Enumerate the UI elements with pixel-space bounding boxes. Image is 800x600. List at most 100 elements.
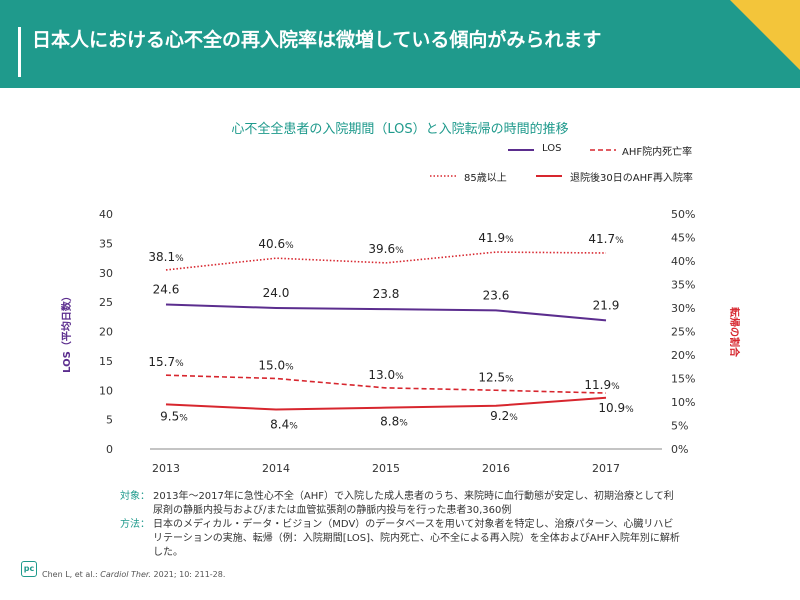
legend-readmission-label: 退院後30日のAHF再入院率 [570,173,693,184]
citation-rest: 2021; 10: 211-28. [150,570,226,579]
data-label: 15.7% [148,355,184,369]
y-left-tick-label: 30 [99,267,113,280]
data-label: 21.9 [593,298,620,312]
legend-mortality-label: AHF院内死亡率 [622,147,693,158]
x-tick-label: 2017 [592,462,620,475]
data-label: 15.0% [258,359,294,373]
data-label: 23.8 [373,287,400,301]
data-label-value: 11.9 [584,378,611,392]
data-label: 39.6% [368,242,404,256]
target-label: 対象： [120,491,150,502]
data-label-unit: % [289,422,298,432]
y-right-tick-label: 50% [671,208,695,221]
x-tick-label: 2016 [482,462,510,475]
data-label: 38.1% [148,250,184,264]
y-right-tick-label: 35% [671,279,695,292]
y-left-tick-label: 25 [99,296,113,309]
title-accent-bar [18,27,21,77]
chart-title: 心不全全患者の入院期間（LOS）と入院転帰の時間的推移 [231,122,569,137]
data-label-unit: % [625,405,634,415]
data-label: 10.9% [598,401,634,415]
y-right-tick-label: 15% [671,373,695,386]
data-label-value: 23.6 [483,288,510,302]
data-label: 23.6 [483,288,510,302]
y-left-tick-label: 35 [99,237,113,250]
y-left-tick-label: 20 [99,326,113,339]
data-label-unit: % [395,246,404,256]
header-banner: 日本人における心不全の再入院率は微増している傾向がみられます [0,0,800,88]
page-title: 日本人における心不全の再入院率は微増している傾向がみられます [32,29,602,51]
series-line-0 [165,303,607,322]
y-left-tick-label: 0 [106,443,113,456]
y-right-tick-label: 20% [671,349,695,362]
data-label-value: 41.9 [478,231,505,245]
data-label: 24.6 [153,282,180,296]
data-label-unit: % [285,363,294,373]
citation: Chen L, et al.: Cardiol Ther. 2021; 10: … [42,570,225,579]
data-label-value: 39.6 [368,242,395,256]
citation-authors: Chen L, et al.: [42,570,101,579]
method-label: 方法： [120,519,150,530]
notes-block: 対象： 2013年～2017年に急性心不全（AHF）で入院した成人患者のうち、来… [120,490,680,560]
data-label: 41.7% [588,232,624,246]
data-label-value: 24.6 [153,282,180,296]
y-right-tick-label: 5% [671,420,688,433]
data-label-unit: % [505,235,514,245]
series-line-3 [165,396,607,411]
y-right-tick-label: 0% [671,443,688,456]
y-left-tick-label: 15 [99,355,113,368]
y-left-tick-label: 5 [106,414,113,427]
data-label-value: 23.8 [373,287,400,301]
data-label-unit: % [179,413,188,423]
x-tick-label: 2013 [152,462,180,475]
method-text: 日本のメディカル・データ・ビジョン（MDV）のデータベースを用いて対象者を特定し… [153,519,680,558]
data-label-unit: % [175,254,184,264]
y-right-axis-title: 転帰の割合 [728,307,741,358]
y-right-tick-label: 25% [671,326,695,339]
data-label-value: 15.0 [258,359,285,373]
data-label-value: 24.0 [263,286,290,300]
y-left-axis-title: LOS（平均日数） [60,291,73,373]
data-label: 11.9% [584,378,620,392]
data-label-unit: % [505,374,514,384]
data-label-value: 8.4 [270,418,289,432]
pc-logo: pc [21,561,37,577]
data-label: 41.9% [478,231,514,245]
y-right-tick-label: 10% [671,396,695,409]
x-tick-label: 2015 [372,462,400,475]
data-label: 9.5% [160,409,188,423]
data-label-value: 9.2 [490,409,509,423]
y-right-tick-label: 30% [671,302,695,315]
legend-85plus-label: 85歳以上 [464,173,507,184]
data-label: 40.6% [258,237,294,251]
data-label-unit: % [615,236,624,246]
y-left-tick-label: 40 [99,208,113,221]
data-label: 8.8% [380,415,408,429]
data-label-unit: % [509,413,518,423]
data-label-unit: % [395,372,404,382]
data-label-value: 9.5 [160,409,179,423]
data-label-unit: % [175,359,184,369]
legend-los-label: LOS [542,143,562,154]
data-label-value: 38.1 [148,250,175,264]
y-right-tick-label: 40% [671,255,695,268]
data-label-value: 41.7 [588,232,615,246]
x-tick-label: 2014 [262,462,290,475]
data-label: 13.0% [368,368,404,382]
data-label-unit: % [611,382,620,392]
y-right-tick-label: 45% [671,232,695,245]
data-label-unit: % [285,241,294,251]
data-label: 8.4% [270,418,298,432]
data-label-value: 10.9 [598,401,625,415]
data-label: 9.2% [490,409,518,423]
data-label-unit: % [399,419,408,429]
data-label-value: 13.0 [368,368,395,382]
data-label: 24.0 [263,286,290,300]
citation-journal: Cardiol Ther. [100,570,151,579]
data-label: 12.5% [478,370,514,384]
target-text: 2013年～2017年に急性心不全（AHF）で入院した成人患者のうち、来院時に血… [153,491,674,516]
data-label-value: 8.8 [380,415,399,429]
y-left-tick-label: 10 [99,384,113,397]
data-label-value: 40.6 [258,237,285,251]
